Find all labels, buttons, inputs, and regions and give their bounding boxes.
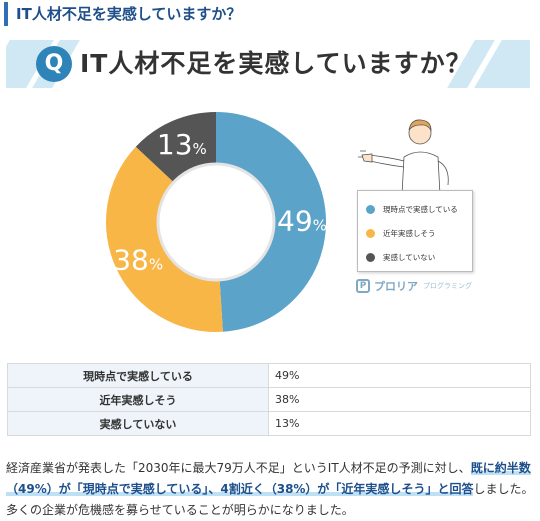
paragraph-text: しました。多くの企業が危機感を募らせていることが明らかになりました。 bbox=[6, 482, 534, 517]
table-cell-label: 近年実感しそう bbox=[7, 387, 269, 412]
brand-logo: P プロリア プログラミング bbox=[356, 278, 472, 294]
table-row: 近年実感しそう 38% bbox=[7, 387, 531, 412]
table-cell-label: 実感していない bbox=[7, 411, 269, 436]
chart-legend: 現時点で実感している 近年実感しそう 実感していない bbox=[357, 190, 473, 272]
table-cell-label: 現時点で実感している bbox=[7, 363, 269, 388]
donut-slice-label: 13% bbox=[157, 128, 207, 161]
donut-slice-label: 38% bbox=[113, 244, 163, 277]
donut-slice bbox=[216, 112, 326, 332]
question-q-icon: Q bbox=[36, 46, 72, 82]
legend-item: 現時点で実感している bbox=[366, 197, 464, 221]
legend-label: 近年実感しそう bbox=[383, 228, 436, 238]
legend-label: 現時点で実感している bbox=[383, 204, 458, 214]
table-cell-value: 49% bbox=[268, 363, 531, 388]
summary-paragraph: 経済産業省が発表した「2030年に最大79万人不足」というIT人材不足の予測に対… bbox=[6, 458, 534, 521]
legend-dot bbox=[366, 204, 375, 214]
paragraph-text: 経済産業省が発表した「2030年に最大79万人不足」というIT人材不足の予測に対… bbox=[6, 461, 471, 475]
donut-slice bbox=[135, 112, 216, 183]
brand-mark-icon: P bbox=[356, 279, 370, 293]
table-row: 実感していない 13% bbox=[7, 411, 531, 436]
section-heading: IT人材不足を実感していますか？ bbox=[4, 2, 534, 26]
table-cell-value: 13% bbox=[268, 411, 531, 436]
results-table: 現時点で実感している 49% 近年実感しそう 38% 実感していない 13% bbox=[7, 363, 531, 436]
banner-title: IT人材不足を実感していますか？ bbox=[80, 49, 472, 78]
donut-chart: 49% 38% 13% bbox=[106, 112, 327, 332]
pointing-person-illustration bbox=[358, 119, 449, 195]
brand-subtitle: プログラミング bbox=[423, 282, 472, 290]
brand-name: プロリア bbox=[374, 280, 418, 293]
legend-item: 近年実感しそう bbox=[366, 221, 464, 245]
donut-slice-label: 49% bbox=[277, 204, 327, 237]
legend-dot bbox=[366, 228, 375, 238]
table-cell-value: 38% bbox=[268, 387, 531, 412]
donut-hole bbox=[156, 162, 276, 282]
question-banner: Q IT人材不足を実感していますか？ bbox=[6, 40, 530, 88]
legend-dot bbox=[366, 252, 375, 262]
legend-label: 実感していない bbox=[383, 252, 436, 262]
table-row: 現時点で実感している 49% bbox=[7, 363, 531, 388]
donut-slice bbox=[106, 146, 223, 332]
section-heading-text: IT人材不足を実感していますか？ bbox=[16, 5, 242, 23]
legend-item: 実感していない bbox=[366, 245, 464, 269]
